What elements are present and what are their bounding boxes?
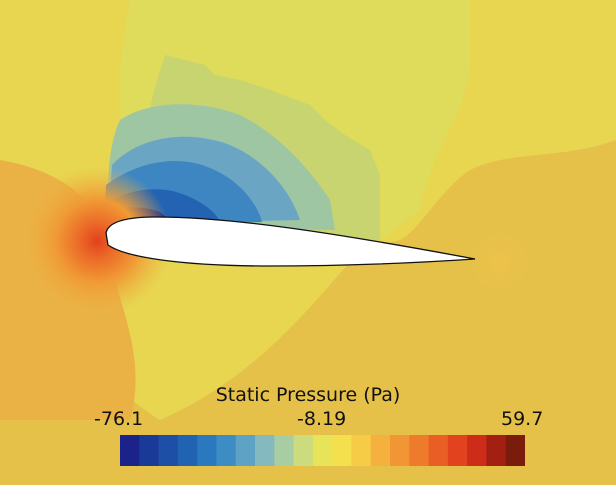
colorbar [120,435,525,466]
colorbar-swatch [409,435,430,466]
colorbar-swatch [505,435,525,466]
colorbar-swatch [158,435,179,466]
colorbar-swatch [428,435,449,466]
colorbar-swatch [312,435,333,466]
airfoil [105,216,476,267]
colorbar-swatch [351,435,372,466]
legend-min-label: -76.1 [94,408,144,430]
legend-max-label: 59.7 [501,408,544,430]
legend-mid-label: -8.19 [297,408,347,430]
colorbar-swatch [370,435,391,466]
colorbar-swatch [332,435,353,466]
trailing-edge-region [462,224,538,300]
colorbar-swatch [120,435,140,466]
colorbar-swatch [293,435,314,466]
colorbar-swatch [390,435,410,466]
colorbar-swatch [139,435,160,466]
stagnation-region [22,166,172,316]
colorbar-swatch [216,435,237,466]
colorbar-swatch [235,435,256,466]
colorbar-swatch [197,435,218,466]
colorbar-swatch [255,435,275,466]
colorbar-swatch [467,435,488,466]
colorbar-swatch [274,435,295,466]
colorbar-swatch [486,435,507,466]
colorbar-swatch [447,435,468,466]
legend-title: Static Pressure (Pa) [215,384,401,406]
colorbar-swatch [177,435,198,466]
